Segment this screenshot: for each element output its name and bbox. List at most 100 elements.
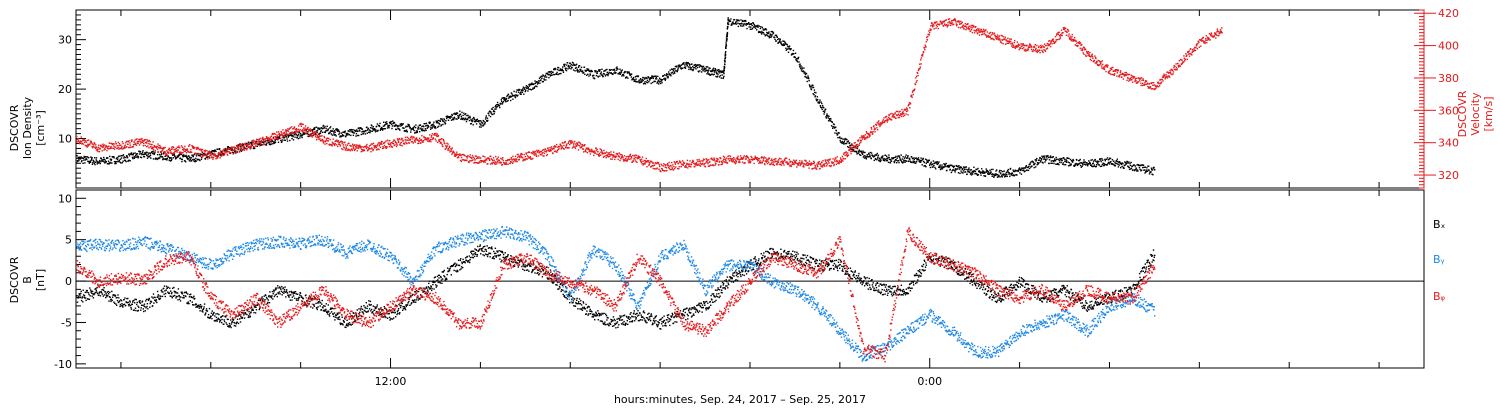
density-point (206, 156, 209, 158)
density-point (285, 136, 288, 138)
velocity-point (262, 140, 265, 142)
density-point (754, 27, 757, 29)
density-point (465, 120, 468, 123)
density-point (373, 128, 375, 130)
density-point (441, 120, 444, 122)
velocity-point (356, 145, 359, 147)
density-point (888, 158, 891, 161)
density-point (331, 130, 333, 132)
density-point (1026, 169, 1028, 171)
velocity-point (326, 137, 328, 139)
density-point (655, 76, 657, 78)
velocity-point (548, 149, 550, 151)
velocity-point (421, 135, 423, 137)
velocity-point (381, 143, 383, 145)
density-point (413, 125, 416, 128)
density-point (418, 124, 420, 127)
velocity-point (167, 149, 170, 151)
velocity-point (170, 148, 173, 150)
velocity-point (546, 149, 548, 152)
velocity-point (705, 158, 707, 160)
density-point (803, 72, 805, 74)
velocity-point (534, 150, 537, 153)
velocity-point (613, 156, 616, 158)
density-point (346, 134, 349, 136)
velocity-point (456, 151, 458, 153)
velocity-point (315, 131, 317, 134)
density-point (885, 160, 887, 162)
velocity-point (275, 136, 277, 138)
density-point (1150, 167, 1153, 169)
velocity-point (446, 145, 449, 147)
velocity-point (516, 153, 519, 156)
velocity-point (314, 130, 316, 133)
velocity-point (456, 157, 459, 159)
density-point (1063, 164, 1065, 166)
density-point (569, 62, 571, 64)
density-point (1104, 158, 1106, 161)
density-point (374, 128, 376, 130)
density-point (1150, 171, 1152, 173)
density-point (744, 23, 746, 25)
density-point (1151, 173, 1153, 175)
velocity-point (414, 139, 417, 141)
density-point (695, 68, 697, 70)
velocity-point (429, 138, 432, 141)
density-point (242, 148, 244, 150)
velocity-point (189, 144, 191, 146)
density-point (745, 20, 747, 23)
density-point (499, 106, 501, 109)
density-point (692, 69, 694, 72)
velocity-point (571, 142, 573, 144)
density-point (141, 151, 144, 153)
velocity-point (454, 154, 457, 156)
density-point (262, 138, 264, 140)
velocity-point (81, 142, 83, 145)
velocity-point (436, 135, 438, 138)
density-point (314, 133, 317, 135)
density-point (250, 147, 252, 149)
density-point (442, 123, 444, 126)
density-point (787, 51, 790, 53)
density-point (963, 166, 965, 168)
velocity-point (84, 139, 86, 142)
velocity-point (525, 152, 527, 154)
density-point (744, 19, 747, 22)
density-point (327, 128, 329, 130)
density-point (748, 22, 750, 24)
velocity-point (497, 156, 499, 158)
density-point (515, 94, 517, 96)
velocity-point (276, 131, 278, 133)
velocity-point (496, 158, 498, 161)
velocity-point (319, 135, 321, 137)
velocity-point (515, 159, 517, 161)
density-point (455, 113, 458, 115)
density-point (177, 155, 180, 157)
density-point (431, 127, 433, 129)
density-point (605, 73, 608, 76)
density-point (976, 168, 978, 171)
velocity-point (683, 161, 685, 163)
velocity-point (305, 133, 307, 135)
density-point (724, 59, 726, 61)
velocity-point (369, 144, 372, 146)
velocity-point (378, 148, 380, 151)
density-point (106, 163, 109, 165)
density-point (663, 74, 666, 76)
velocity-point (714, 160, 716, 162)
density-point (749, 28, 751, 30)
density-point (1047, 155, 1049, 157)
density-point (958, 165, 960, 167)
velocity-point (760, 162, 762, 164)
velocity-point (430, 136, 432, 138)
velocity-point (265, 139, 267, 142)
velocity-point (95, 144, 97, 146)
velocity-point (692, 159, 694, 162)
density-point (541, 77, 543, 79)
velocity-point (278, 133, 281, 136)
density-point (292, 139, 295, 141)
velocity-point (334, 144, 336, 147)
density-point (668, 73, 670, 75)
density-point (1088, 160, 1090, 162)
density-point (877, 156, 879, 158)
